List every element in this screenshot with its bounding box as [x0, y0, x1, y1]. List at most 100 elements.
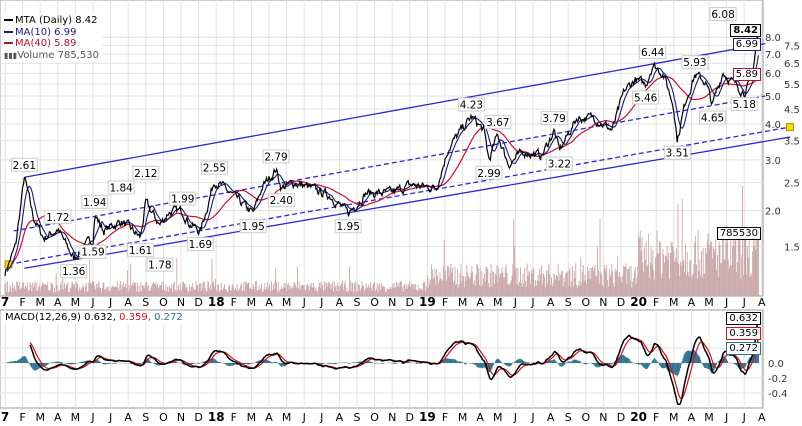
annotation-box: [146, 257, 174, 272]
annotation-box: [132, 165, 160, 180]
month-label: A: [265, 411, 273, 424]
month-label: F: [19, 296, 25, 309]
legend-volume: ▮▮▮Volume 785,530: [4, 50, 99, 62]
month-label: N: [177, 411, 185, 424]
annotation-label: 5.46: [634, 92, 658, 104]
month-label: J: [742, 411, 746, 424]
month-label: A: [758, 296, 766, 309]
annotation-box: [663, 145, 691, 160]
price-swatch: [4, 19, 13, 21]
month-label: D: [406, 296, 414, 309]
month-label: O: [159, 411, 168, 424]
month-label: S: [565, 411, 572, 424]
price-tick-label: 6.0: [765, 69, 781, 80]
month-label: A: [688, 411, 696, 424]
month-label: M: [282, 296, 292, 309]
month-label: A: [265, 296, 273, 309]
legend-price-label: MTA (Daily) 8.42: [15, 15, 98, 26]
annotation-label: 1.61: [129, 245, 152, 257]
month-label: F: [653, 296, 659, 309]
month-label: S: [354, 411, 361, 424]
month-label: J: [513, 296, 517, 309]
annotation-box: [239, 219, 267, 234]
volume-tag: 785530: [716, 227, 761, 240]
month-label: M: [493, 411, 503, 424]
price-tick-label: 6.5: [784, 59, 800, 70]
macd-tick-label: -0.4: [768, 389, 788, 400]
annotation-label: 2.12: [134, 168, 157, 180]
annotation-box: [699, 110, 727, 125]
annotation-label: 2.99: [477, 168, 500, 180]
price-tick-label: 3.5: [784, 137, 800, 148]
macd-name: MACD(12,26,9): [5, 312, 81, 323]
month-label: J: [319, 411, 323, 424]
price-tick-label: 1.5: [784, 242, 800, 253]
macd-tick-label: -0.2: [768, 374, 788, 385]
price-tick-label: 3.0: [765, 156, 781, 167]
legend-ma40-label: MA(40) 5.89: [15, 38, 77, 49]
price-tick-label: 4.5: [784, 105, 800, 116]
annotation-label: 5.18: [733, 99, 756, 111]
annotation-box: [709, 7, 737, 22]
annotation-label: 1.78: [148, 260, 171, 272]
macd-hist-value: 0.272: [154, 312, 183, 323]
annotation-box: [681, 55, 709, 70]
month-label: J: [530, 296, 534, 309]
ma10-swatch: [4, 30, 13, 33]
month-label: 7: [1, 295, 9, 309]
annotation-label: 1.72: [46, 212, 69, 224]
month-label: A: [547, 296, 555, 309]
month-label: A: [476, 411, 484, 424]
month-label: A: [476, 296, 484, 309]
annotation-label: 2.61: [13, 160, 36, 172]
price-tick-label: 2.0: [765, 207, 781, 218]
month-label: F: [653, 411, 659, 424]
annotation-box: [475, 165, 503, 180]
month-label: M: [669, 296, 679, 309]
annotation-label: 1.94: [83, 197, 107, 209]
price-line: [4, 30, 759, 277]
annotation-box: [334, 219, 362, 234]
month-label: J: [108, 296, 112, 309]
annotation-label: 2.55: [203, 163, 226, 175]
month-label: M: [247, 411, 257, 424]
month-label: N: [599, 411, 607, 424]
month-label: S: [142, 296, 149, 309]
volume-bars-icon: ▮▮▮: [4, 50, 18, 60]
annotation-label: 2.79: [264, 151, 287, 163]
annotation-label: 1.95: [241, 221, 264, 233]
month-label: 7: [1, 410, 9, 424]
month-label: 19: [419, 295, 436, 309]
month-label: D: [194, 411, 202, 424]
month-label: J: [319, 296, 323, 309]
month-label: A: [54, 411, 62, 424]
month-label: A: [124, 411, 132, 424]
annotation-box: [262, 149, 290, 164]
price-tick-label: 5.5: [784, 80, 800, 91]
month-label: M: [704, 296, 714, 309]
annotation-box: [107, 180, 135, 195]
ma40-tag: 5.89: [732, 68, 761, 81]
price-tick-label: 7.5: [784, 41, 800, 52]
month-label: N: [599, 296, 607, 309]
annotation-box: [10, 157, 38, 172]
month-label: D: [406, 411, 414, 424]
annotation-label: 4.23: [460, 99, 483, 111]
month-label: A: [547, 411, 555, 424]
price-tick-label: 5.0: [765, 92, 781, 103]
month-label: J: [302, 411, 306, 424]
annotation-label: 3.79: [542, 113, 565, 125]
month-label: N: [177, 296, 185, 309]
month-label: F: [231, 296, 237, 309]
month-label: M: [458, 411, 468, 424]
month-label: S: [565, 296, 572, 309]
annotation-box: [484, 115, 512, 130]
hist-tag: 0.272: [726, 342, 761, 355]
month-label: J: [724, 296, 728, 309]
month-label: S: [354, 296, 361, 309]
annotation-label: 6.08: [711, 9, 734, 21]
signal-tag: 0.359: [726, 327, 761, 340]
month-label: J: [90, 296, 94, 309]
annotation-label: 6.44: [641, 47, 665, 59]
annotation-label: 1.95: [337, 221, 360, 233]
